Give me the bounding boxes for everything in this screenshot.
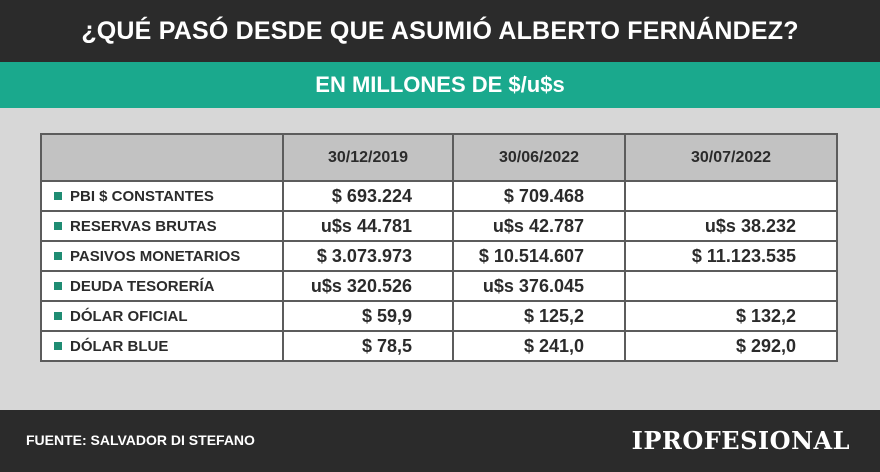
table-row: DÓLAR OFICIAL $ 59,9 $ 125,2 $ 132,2 — [40, 300, 838, 332]
data-table: 30/12/2019 30/06/2022 30/07/2022 PBI $ C… — [40, 133, 838, 362]
value-cell — [624, 270, 838, 302]
page-title: ¿QUÉ PASÓ DESDE QUE ASUMIÓ ALBERTO FERNÁ… — [81, 16, 799, 45]
square-bullet-icon — [54, 252, 62, 260]
title-bar: ¿QUÉ PASÓ DESDE QUE ASUMIÓ ALBERTO FERNÁ… — [0, 0, 880, 62]
row-label: RESERVAS BRUTAS — [70, 217, 217, 235]
value-cell: $ 3.073.973 — [282, 240, 454, 272]
table-row: DÓLAR BLUE $ 78,5 $ 241,0 $ 292,0 — [40, 330, 838, 362]
square-bullet-icon — [54, 282, 62, 290]
table-row: PBI $ CONSTANTES $ 693.224 $ 709.468 — [40, 180, 838, 212]
row-label-cell: DEUDA TESORERÍA — [40, 270, 284, 302]
value-cell: u$s 320.526 — [282, 270, 454, 302]
row-label-cell: DÓLAR BLUE — [40, 330, 284, 362]
footer: FUENTE: SALVADOR DI STEFANO IPROFESIONAL — [0, 410, 880, 472]
value-cell: u$s 376.045 — [452, 270, 626, 302]
value-cell: $ 693.224 — [282, 180, 454, 212]
value-cell: $ 292,0 — [624, 330, 838, 362]
row-label-cell: PASIVOS MONETARIOS — [40, 240, 284, 272]
value-cell: $ 125,2 — [452, 300, 626, 332]
subtitle-bar: EN MILLONES DE $/u$s — [0, 62, 880, 108]
table-row: PASIVOS MONETARIOS $ 3.073.973 $ 10.514.… — [40, 240, 838, 272]
value-cell: $ 132,2 — [624, 300, 838, 332]
iprofesional-logo: IPROFESIONAL — [631, 426, 850, 455]
column-header-label — [40, 133, 284, 182]
square-bullet-icon — [54, 192, 62, 200]
square-bullet-icon — [54, 342, 62, 350]
row-label-cell: RESERVAS BRUTAS — [40, 210, 284, 242]
column-header-date: 30/12/2019 — [282, 133, 454, 182]
value-cell: u$s 38.232 — [624, 210, 838, 242]
value-cell: $ 709.468 — [452, 180, 626, 212]
row-label: PBI $ CONSTANTES — [70, 187, 214, 205]
value-cell: u$s 42.787 — [452, 210, 626, 242]
value-cell: $ 78,5 — [282, 330, 454, 362]
table-row: RESERVAS BRUTAS u$s 44.781 u$s 42.787 u$… — [40, 210, 838, 242]
value-cell: u$s 44.781 — [282, 210, 454, 242]
column-header-date: 30/06/2022 — [452, 133, 626, 182]
value-cell: $ 10.514.607 — [452, 240, 626, 272]
square-bullet-icon — [54, 312, 62, 320]
value-cell: $ 241,0 — [452, 330, 626, 362]
data-table-wrapper: 30/12/2019 30/06/2022 30/07/2022 PBI $ C… — [40, 133, 838, 378]
row-label: DÓLAR OFICIAL — [70, 307, 188, 325]
table-header-row: 30/12/2019 30/06/2022 30/07/2022 — [40, 133, 838, 182]
row-label: DEUDA TESORERÍA — [70, 277, 215, 295]
main-panel: 30/12/2019 30/06/2022 30/07/2022 PBI $ C… — [0, 108, 880, 410]
value-cell: $ 11.123.535 — [624, 240, 838, 272]
row-label-cell: DÓLAR OFICIAL — [40, 300, 284, 332]
row-label: DÓLAR BLUE — [70, 337, 169, 355]
column-header-date: 30/07/2022 — [624, 133, 838, 182]
row-label: PASIVOS MONETARIOS — [70, 247, 241, 265]
value-cell: $ 59,9 — [282, 300, 454, 332]
page-subtitle: EN MILLONES DE $/u$s — [315, 72, 565, 97]
value-cell — [624, 180, 838, 212]
row-label-cell: PBI $ CONSTANTES — [40, 180, 284, 212]
square-bullet-icon — [54, 222, 62, 230]
table-row: DEUDA TESORERÍA u$s 320.526 u$s 376.045 — [40, 270, 838, 302]
source-credit: FUENTE: SALVADOR DI STEFANO — [26, 432, 255, 448]
